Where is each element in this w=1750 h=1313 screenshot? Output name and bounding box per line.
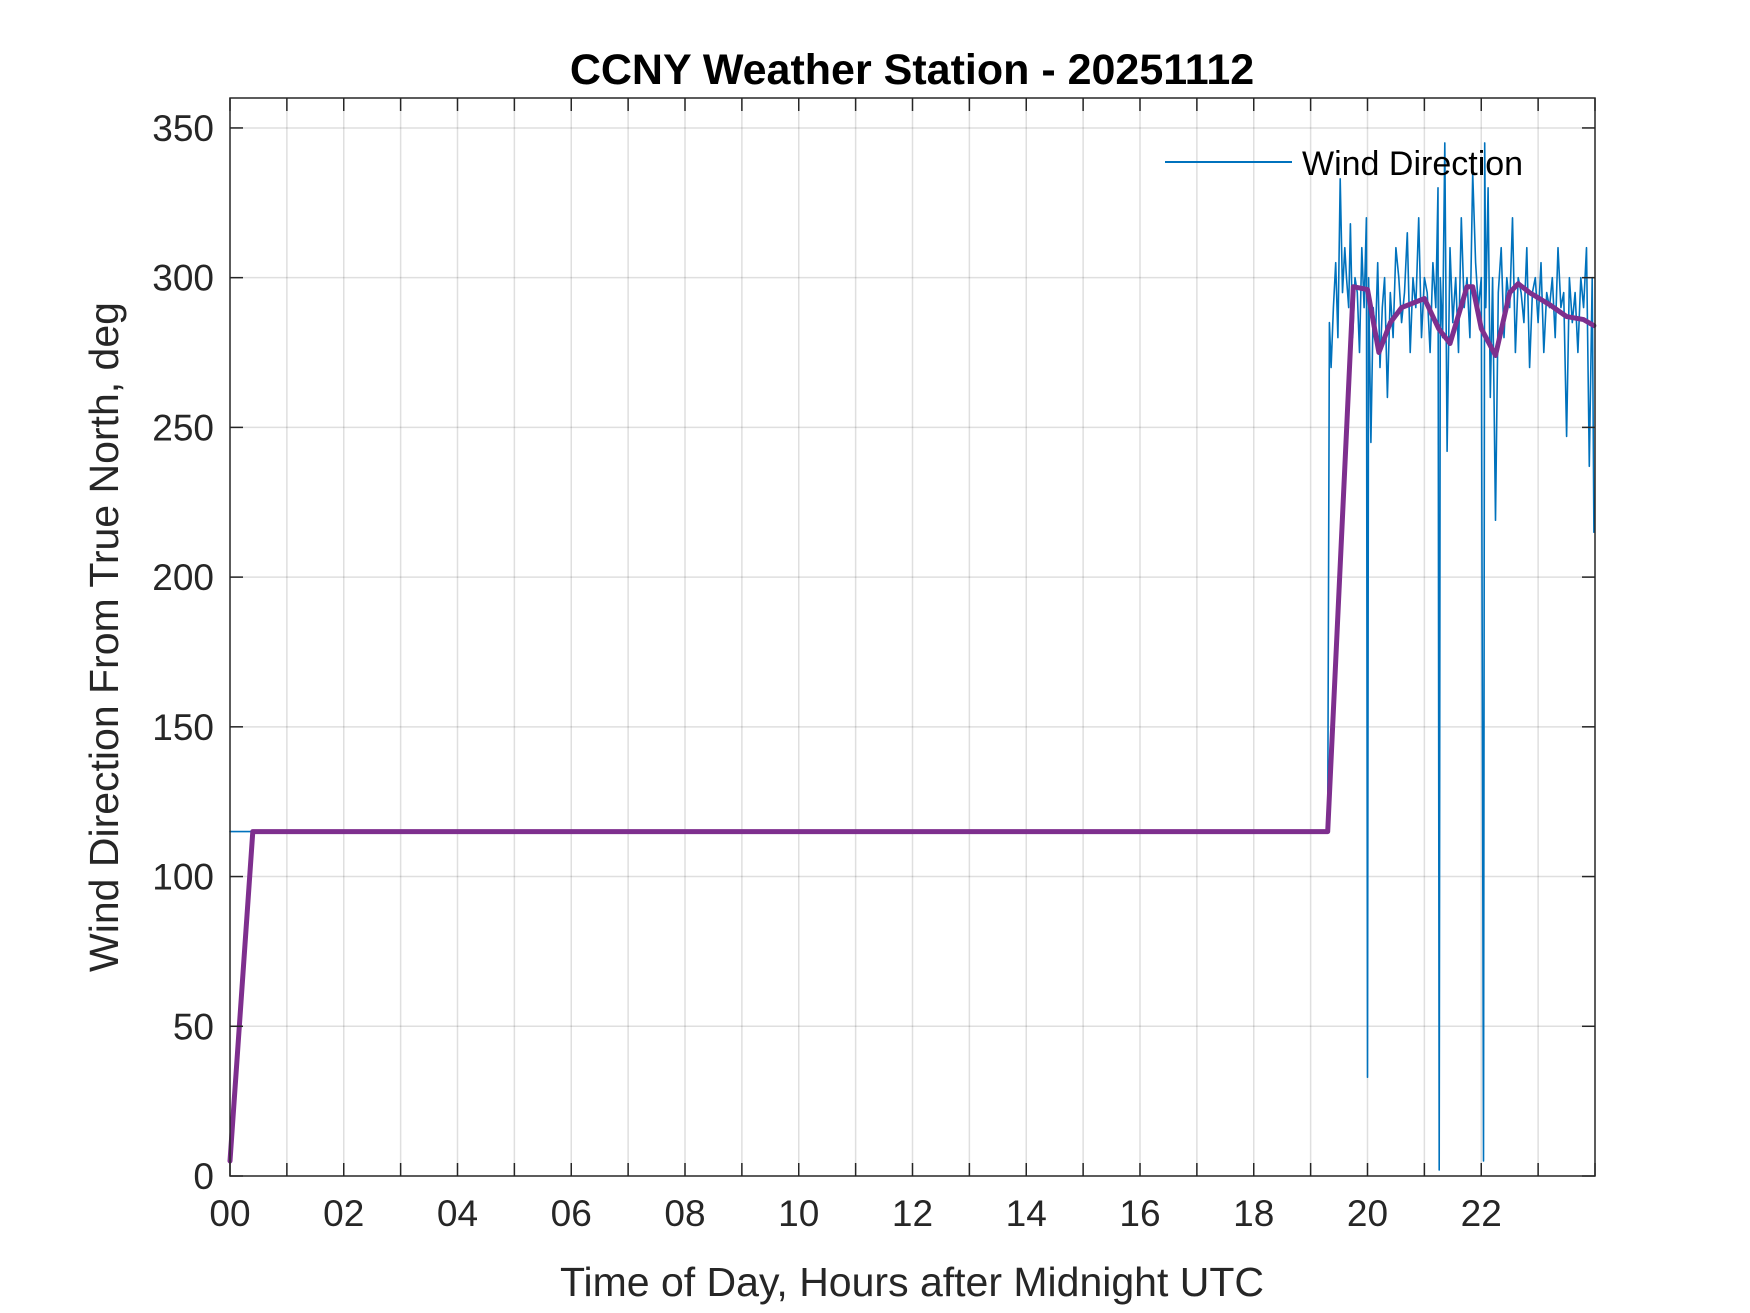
x-tick-label: 12: [892, 1193, 933, 1234]
x-tick-label: 08: [664, 1193, 705, 1234]
x-tick-label: 22: [1461, 1193, 1502, 1234]
y-tick-label: 100: [152, 857, 214, 898]
y-tick-labels: 0 50 100 150 200 250 300 350: [152, 108, 214, 1197]
legend-label-wind-direction: Wind Direction: [1302, 145, 1523, 183]
x-tick-label: 00: [209, 1193, 250, 1234]
x-tick-label: 10: [778, 1193, 819, 1234]
series-line-smoothed-wind-direction: [227, 281, 1597, 1164]
y-tick-label: 0: [193, 1156, 214, 1197]
legend: Wind Direction: [1165, 145, 1523, 183]
chart-title: CCNY Weather Station - 20251112: [570, 46, 1254, 94]
x-tick-labels: 00 02 04 06 08 10 12 14 16 18 20 22: [209, 1193, 1501, 1234]
series-layer: [227, 142, 1597, 1171]
series-line-wind-direction: [229, 142, 1595, 1171]
y-tick-label: 50: [173, 1006, 214, 1047]
x-tick-label: 04: [437, 1193, 478, 1234]
tick-marks: [229, 98, 1596, 1177]
y-tick-label: 300: [152, 258, 214, 299]
grid-lines: [230, 98, 1595, 1176]
x-tick-label: 14: [1006, 1193, 1047, 1234]
y-tick-label: 200: [152, 557, 214, 598]
y-axis-label: Wind Direction From True North, deg: [81, 302, 127, 972]
x-tick-label: 18: [1233, 1193, 1274, 1234]
y-tick-label: 150: [152, 707, 214, 748]
y-tick-label: 250: [152, 407, 214, 448]
x-tick-label: 20: [1347, 1193, 1388, 1234]
x-tick-label: 16: [1119, 1193, 1160, 1234]
x-tick-label: 02: [323, 1193, 364, 1234]
x-axis-label: Time of Day, Hours after Midnight UTC: [560, 1259, 1264, 1305]
y-tick-label: 350: [152, 108, 214, 149]
x-tick-label: 06: [551, 1193, 592, 1234]
